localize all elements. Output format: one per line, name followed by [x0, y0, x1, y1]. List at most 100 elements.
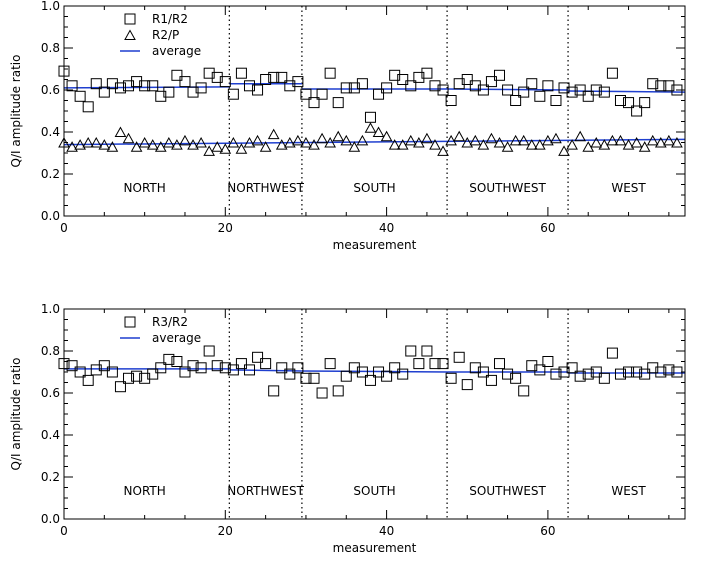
- data-point-r1-r2: [227, 88, 239, 100]
- data-point-r1-r2: [155, 90, 167, 102]
- x-tick-label: 0: [60, 221, 68, 235]
- data-point-r1-r2: [502, 84, 514, 96]
- data-point-r1-r2: [82, 101, 94, 113]
- data-point-r2-p: [590, 136, 603, 148]
- data-point-r2-p: [195, 136, 207, 148]
- data-point-r1-r2: [171, 69, 183, 81]
- x-axis-label: measurement: [333, 238, 417, 252]
- data-point-r1-r2: [340, 82, 352, 94]
- average-line: [229, 369, 302, 372]
- data-point-r3-r2: [356, 366, 368, 378]
- data-point-r2-p: [211, 141, 224, 152]
- data-point-r2-p: [203, 145, 216, 156]
- average-line: [63, 86, 230, 89]
- data-point-r1-r2: [663, 80, 675, 92]
- data-point-r2-p: [324, 136, 336, 148]
- data-point-r3-r2: [139, 372, 151, 384]
- data-point-r2-p: [622, 139, 635, 150]
- data-point-r2-p: [348, 141, 361, 152]
- data-point-r3-r2: [606, 347, 618, 359]
- data-point-r1-r2: [147, 80, 159, 92]
- data-point-r3-r2: [74, 366, 86, 378]
- data-point-r1-r2: [308, 97, 320, 109]
- y-tick-label: 0.4: [41, 125, 60, 139]
- data-point-r1-r2: [582, 90, 594, 102]
- legend-label: average: [152, 331, 201, 345]
- data-point-r2-p: [267, 128, 280, 140]
- data-point-r1-r2: [276, 71, 288, 83]
- data-point-r2-p: [90, 136, 103, 148]
- y-tick-label: 0.2: [41, 167, 60, 181]
- data-point-r1-r2: [606, 67, 618, 79]
- y-tick-label: 0.6: [41, 386, 60, 400]
- average-line: [447, 88, 569, 91]
- data-point-r1-r2: [373, 88, 385, 100]
- data-point-r1-r2: [437, 84, 449, 96]
- y-tick-label: 0.8: [41, 344, 60, 358]
- data-point-r3-r2: [340, 370, 352, 382]
- data-point-r1-r2: [510, 95, 522, 106]
- data-point-r3-r2: [437, 358, 449, 370]
- data-point-r3-r2: [276, 362, 288, 374]
- chart-panel-1: NORTH NORTHWEST SOUTH SOUTHWEST WEST 0.0 0.2 0.…: [9, 0, 686, 252]
- region-label: SOUTHWEST: [469, 181, 546, 195]
- data-point-r1-r2: [598, 86, 610, 98]
- data-point-r3-r2: [227, 364, 239, 376]
- data-point-r3-r2: [526, 360, 538, 372]
- data-point-r2-p: [251, 134, 264, 146]
- data-point-r2-p: [445, 134, 457, 146]
- data-point-r3-r2: [510, 372, 522, 384]
- data-point-r3-r2: [413, 358, 425, 370]
- data-point-r3-r2: [114, 381, 126, 393]
- x-tick-label: 40: [379, 221, 394, 235]
- data-point-r3-r2: [268, 385, 280, 397]
- data-point-r1-r2: [614, 95, 626, 106]
- data-point-r2-p: [485, 132, 498, 144]
- data-point-r3-r2: [324, 358, 336, 370]
- region-label: SOUTH: [353, 181, 395, 195]
- data-point-r2-p: [219, 143, 232, 154]
- data-point-r1-r2: [90, 78, 102, 90]
- y-tick-label: 0.0: [41, 209, 60, 223]
- region-label: SOUTH: [353, 484, 395, 498]
- legend-label: R2/P: [152, 28, 179, 42]
- data-point-r3-r2: [373, 366, 385, 378]
- data-point-r1-r2: [469, 80, 481, 92]
- data-point-r2-p: [469, 134, 482, 146]
- data-point-r2-p: [542, 134, 554, 146]
- data-point-r2-p: [292, 134, 304, 146]
- data-point-r2-p: [106, 141, 119, 152]
- data-point-r2-p: [332, 130, 345, 142]
- data-point-r3-r2: [163, 353, 175, 365]
- data-point-r2-p: [574, 130, 587, 142]
- data-point-r3-r2: [308, 372, 320, 384]
- data-point-r1-r2: [316, 88, 328, 100]
- data-point-r2-p: [566, 139, 578, 150]
- y-tick-label: 0.4: [41, 428, 60, 442]
- data-point-r3-r2: [445, 372, 457, 384]
- data-point-r2-p: [501, 141, 514, 152]
- data-point-r3-r2: [389, 362, 401, 374]
- data-point-r2-p: [533, 139, 546, 150]
- data-point-r1-r2: [123, 80, 135, 92]
- data-point-r1-r2: [98, 86, 110, 98]
- data-point-r3-r2: [518, 385, 530, 397]
- data-point-r1-r2: [655, 80, 667, 92]
- data-point-r2-p: [187, 139, 199, 150]
- data-point-r1-r2: [381, 82, 393, 94]
- y-axis-label: Q/I amplitude ratio: [9, 358, 23, 471]
- region-label: WEST: [611, 181, 646, 195]
- data-point-r1-r2: [292, 76, 304, 88]
- data-point-r2-p: [429, 139, 441, 150]
- data-point-r3-r2: [260, 358, 272, 370]
- data-point-r3-r2: [332, 385, 344, 397]
- data-point-r3-r2: [292, 362, 304, 374]
- data-point-r1-r2: [284, 80, 296, 92]
- x-tick-label: 60: [540, 221, 555, 235]
- data-point-r1-r2: [518, 86, 530, 98]
- data-point-r1-r2: [260, 74, 272, 85]
- data-point-r2-p: [493, 136, 506, 148]
- data-point-r3-r2: [155, 362, 167, 374]
- data-point-r2-p: [154, 141, 167, 152]
